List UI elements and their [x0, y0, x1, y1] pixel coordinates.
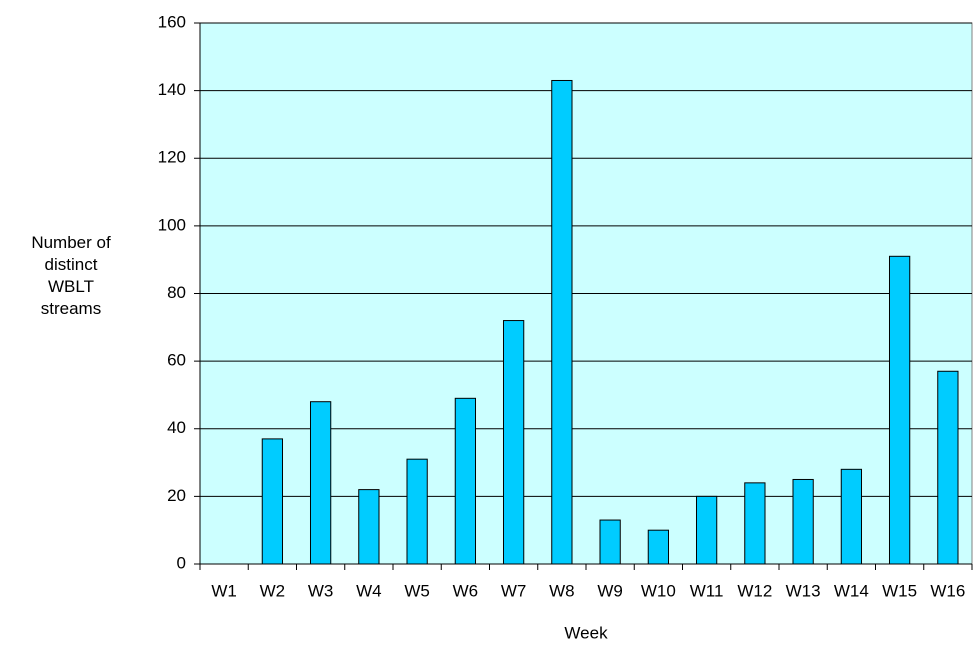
bar — [840, 468, 863, 565]
bar — [744, 482, 766, 565]
bar — [695, 495, 718, 565]
x-tick-label: W7 — [501, 581, 527, 600]
bar — [647, 529, 670, 565]
y-tick-label: 60 — [167, 351, 186, 370]
y-tick-label: 160 — [158, 12, 186, 31]
x-tick-label: W8 — [549, 581, 575, 600]
x-tick-label: W3 — [308, 581, 334, 600]
bar — [309, 401, 332, 565]
y-tick-label: 140 — [158, 80, 186, 99]
y-tick-label: 120 — [158, 148, 186, 167]
x-tick-label: W1 — [211, 581, 237, 600]
x-tick-label: W6 — [453, 581, 479, 600]
bar — [551, 79, 573, 565]
x-tick-label: W4 — [356, 581, 382, 600]
x-tick-label: W5 — [404, 581, 430, 600]
y-tick-label: 20 — [167, 486, 186, 505]
y-tick-label: 100 — [158, 215, 186, 234]
bar — [888, 255, 911, 565]
y-axis-label: Number of distinct WBLT streams — [31, 233, 111, 318]
x-tick-label: W10 — [641, 581, 676, 600]
x-tick-label: W14 — [834, 581, 869, 600]
x-tick-label: W13 — [786, 581, 821, 600]
bar — [261, 438, 284, 565]
x-tick-label: W16 — [930, 581, 965, 600]
x-tick-label: W11 — [690, 581, 724, 600]
bar — [502, 320, 525, 565]
x-tick-label: W9 — [597, 581, 623, 600]
x-tick-label: W15 — [882, 581, 917, 600]
bar — [406, 458, 428, 565]
bar — [358, 489, 380, 565]
x-axis-label: Week — [564, 623, 608, 642]
bar — [792, 478, 814, 565]
y-tick-label: 0 — [177, 553, 186, 572]
bar — [937, 370, 959, 565]
y-tick-label: 80 — [167, 283, 186, 302]
y-tick-label: 40 — [167, 418, 186, 437]
bar — [454, 397, 477, 565]
bar — [599, 519, 621, 565]
x-tick-label: W2 — [260, 581, 286, 600]
x-tick-label: W12 — [737, 581, 772, 600]
